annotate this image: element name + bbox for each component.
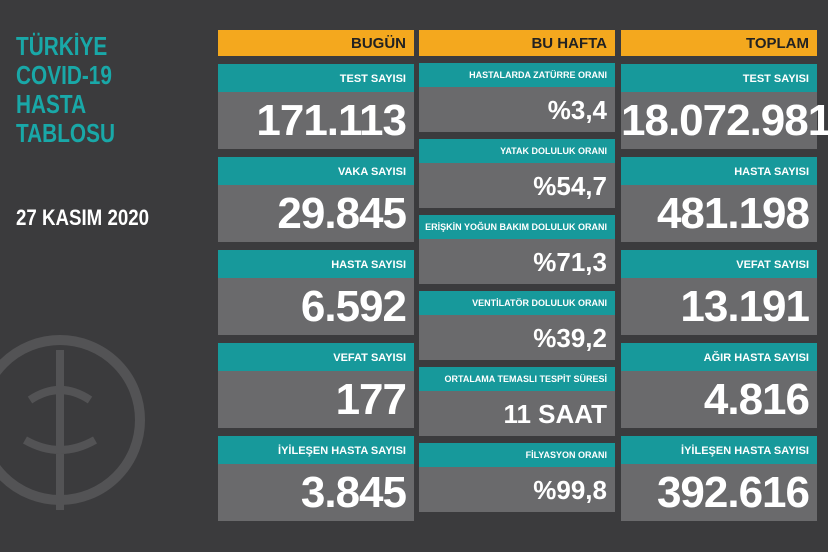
today-stat-card: TEST SAYISI 171.113 bbox=[218, 64, 414, 149]
week-stat-card: HASTALARDA ZATÜRRE ORANI %3,4 bbox=[419, 63, 615, 132]
stat-value: %71,3 bbox=[419, 239, 615, 284]
stat-value: 481.198 bbox=[621, 185, 817, 242]
total-header: TOPLAM bbox=[621, 30, 817, 56]
total-stat-card: TEST SAYISI 18.072.981 bbox=[621, 64, 828, 149]
stat-label: AĞIR HASTA SAYISI bbox=[621, 343, 817, 371]
total-stat-card: VEFAT SAYISI 13.191 bbox=[621, 250, 817, 335]
stat-label: İYİLEŞEN HASTA SAYISI bbox=[218, 436, 414, 464]
report-date: 27 KASIM 2020 bbox=[16, 205, 150, 230]
stat-label: ORTALAMA TEMASLI TESPİT SÜRESİ bbox=[419, 367, 615, 391]
ministry-emblem-icon bbox=[0, 335, 145, 510]
stat-label: VEFAT SAYISI bbox=[621, 250, 817, 278]
stat-value: 11 SAAT bbox=[419, 391, 615, 436]
stat-value: 3.845 bbox=[218, 464, 414, 521]
stat-value: %39,2 bbox=[419, 315, 615, 360]
stat-value: 6.592 bbox=[218, 278, 414, 335]
stat-label: HASTA SAYISI bbox=[218, 250, 414, 278]
week-stat-card: ORTALAMA TEMASLI TESPİT SÜRESİ 11 SAAT bbox=[419, 367, 615, 436]
stat-value: 29.845 bbox=[218, 185, 414, 242]
stat-value: 171.113 bbox=[218, 92, 414, 149]
stat-value: 13.191 bbox=[621, 278, 817, 335]
total-stat-card: İYİLEŞEN HASTA SAYISI 392.616 bbox=[621, 436, 817, 521]
stat-value: 4.816 bbox=[621, 371, 817, 428]
today-stat-card: VAKA SAYISI 29.845 bbox=[218, 157, 414, 242]
today-stat-card: İYİLEŞEN HASTA SAYISI 3.845 bbox=[218, 436, 414, 521]
stat-label: HASTA SAYISI bbox=[621, 157, 817, 185]
stat-label: YATAK DOLULUK ORANI bbox=[419, 139, 615, 163]
stat-label: HASTALARDA ZATÜRRE ORANI bbox=[419, 63, 615, 87]
stat-value: 177 bbox=[218, 371, 414, 428]
stat-label: VENTİLATÖR DOLULUK ORANI bbox=[419, 291, 615, 315]
stat-label: FİLYASYON ORANI bbox=[419, 443, 615, 467]
stat-label: TEST SAYISI bbox=[218, 64, 414, 92]
week-stat-card: VENTİLATÖR DOLULUK ORANI %39,2 bbox=[419, 291, 615, 360]
stat-value: %99,8 bbox=[419, 467, 615, 512]
stat-label: TEST SAYISI bbox=[621, 64, 817, 92]
stat-value: %54,7 bbox=[419, 163, 615, 208]
total-stat-card: AĞIR HASTA SAYISI 4.816 bbox=[621, 343, 817, 428]
today-column: BUGÜN TEST SAYISI 171.113 VAKA SAYISI 29.84… bbox=[218, 30, 414, 521]
total-column: TOPLAM TEST SAYISI 18.072.981 HASTA SAYISI… bbox=[621, 30, 828, 521]
stat-value: %3,4 bbox=[419, 87, 615, 132]
stat-label: VAKA SAYISI bbox=[218, 157, 414, 185]
week-stat-card: FİLYASYON ORANI %99,8 bbox=[419, 443, 615, 512]
stat-label: VEFAT SAYISI bbox=[218, 343, 414, 371]
stat-value: 392.616 bbox=[621, 464, 817, 521]
week-stat-card: ERİŞKİN YOĞUN BAKIM DOLULUK ORANI %71,3 bbox=[419, 215, 615, 284]
stat-value: 18.072.981 bbox=[621, 92, 828, 149]
stat-label: ERİŞKİN YOĞUN BAKIM DOLULUK ORANI bbox=[419, 215, 615, 239]
week-stat-card: YATAK DOLULUK ORANI %54,7 bbox=[419, 139, 615, 208]
today-stat-card: HASTA SAYISI 6.592 bbox=[218, 250, 414, 335]
today-header: BUGÜN bbox=[218, 30, 414, 56]
today-stat-card: VEFAT SAYISI 177 bbox=[218, 343, 414, 428]
week-column: BU HAFTA HASTALARDA ZATÜRRE ORANI %3,4 YAT… bbox=[419, 30, 615, 512]
stat-label: İYİLEŞEN HASTA SAYISI bbox=[621, 436, 817, 464]
total-stat-card: HASTA SAYISI 481.198 bbox=[621, 157, 817, 242]
week-header: BU HAFTA bbox=[419, 30, 615, 56]
page-title: TÜRKİYE COVID-19 HASTA TABLOSU bbox=[16, 31, 115, 148]
